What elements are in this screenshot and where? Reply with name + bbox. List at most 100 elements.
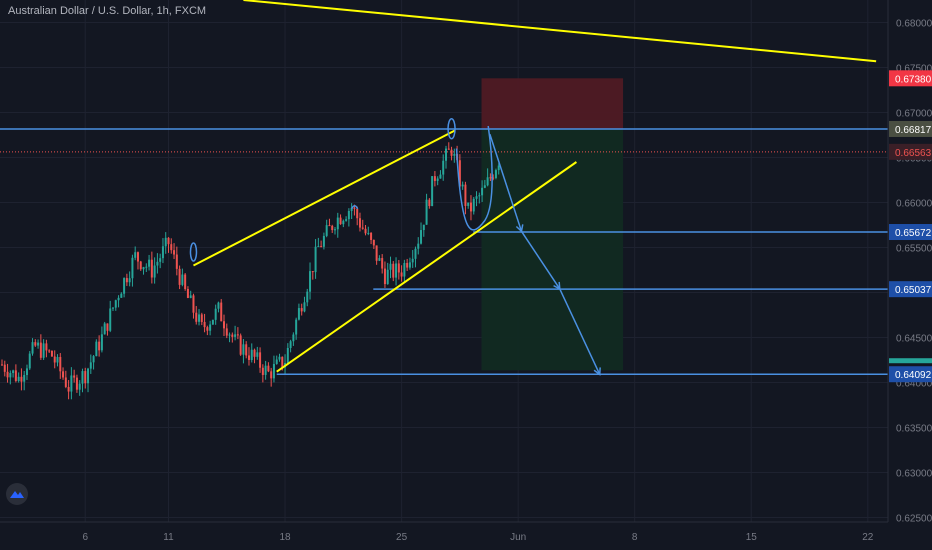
candle-body — [6, 371, 9, 378]
candle-body — [103, 323, 106, 335]
candle-body — [37, 342, 40, 346]
candle-body — [142, 267, 145, 270]
y-tick-label: 0.65500 — [896, 244, 932, 255]
candle-body — [320, 246, 323, 248]
candle-body — [358, 218, 361, 228]
candle-body — [458, 160, 461, 187]
candle-body — [178, 268, 181, 285]
trend-line-1 — [193, 129, 456, 267]
stop-loss-zone — [481, 78, 624, 129]
candle-body — [136, 252, 139, 262]
candle-body — [489, 177, 492, 179]
candle-body — [206, 327, 209, 331]
candle-body — [17, 376, 20, 381]
candle-body — [48, 350, 51, 352]
candle-body — [339, 217, 342, 225]
candle-body — [469, 202, 472, 212]
candle-body — [336, 217, 339, 230]
candle-body — [150, 259, 153, 278]
candle-body — [89, 362, 92, 369]
horizontal-levels — [0, 128, 888, 375]
tradingview-logo-icon[interactable] — [6, 483, 28, 505]
candle-body — [117, 297, 120, 301]
candle-body — [109, 308, 112, 331]
candle-body — [112, 307, 114, 309]
candle-body — [170, 244, 173, 251]
candle-body — [128, 278, 131, 283]
candle-series — [1, 142, 500, 400]
candle-body — [231, 334, 234, 337]
candle-body — [14, 370, 17, 381]
candle-body — [153, 265, 156, 278]
candle-body — [309, 271, 312, 292]
candle-body — [161, 246, 164, 259]
cup-pattern-mark — [455, 125, 493, 231]
swing-circle-3 — [447, 117, 456, 140]
chart-grid — [0, 0, 888, 522]
candle-body — [303, 302, 306, 312]
candle-body — [272, 363, 275, 379]
candle-body — [450, 149, 453, 156]
candle-body — [34, 342, 37, 346]
candle-body — [23, 375, 26, 382]
candle-body — [383, 268, 386, 285]
target-price-tag — [889, 366, 932, 383]
trend-line-3 — [243, 0, 877, 63]
candle-body — [145, 266, 148, 268]
candle-body — [406, 262, 409, 268]
candle-body — [239, 335, 242, 355]
candle-body — [400, 272, 403, 277]
candle-body — [397, 263, 400, 273]
candle-body — [467, 202, 470, 206]
candle-body — [439, 174, 442, 179]
candle-body — [342, 220, 345, 225]
candle-body — [264, 365, 267, 375]
candle-body — [331, 225, 334, 231]
candle-body — [395, 263, 398, 278]
price-axis-background — [888, 0, 932, 550]
candle-body — [73, 375, 76, 378]
candle-body — [64, 377, 67, 387]
candle-body — [62, 371, 65, 378]
candle-body — [431, 176, 434, 207]
candle-body — [350, 207, 353, 211]
candle-body — [228, 334, 231, 336]
candle-body — [314, 246, 317, 273]
candle-body — [159, 258, 162, 262]
candle-body — [42, 343, 45, 358]
candle-body — [211, 319, 214, 325]
candle-body — [417, 243, 420, 249]
candle-body — [200, 314, 203, 322]
candle-body — [289, 341, 292, 348]
x-tick-label: 6 — [82, 532, 88, 543]
candle-body — [442, 160, 445, 175]
candle-body — [306, 291, 309, 303]
candle-body — [275, 359, 278, 364]
candle-body — [192, 295, 195, 313]
x-tick-label: 11 — [163, 532, 174, 543]
candle-body — [464, 184, 467, 206]
candle-body — [297, 308, 300, 320]
candle-body — [353, 207, 356, 209]
y-tick-label: 0.67000 — [896, 109, 932, 120]
candle-body — [125, 278, 128, 283]
candle-body — [372, 239, 375, 246]
candle-body — [278, 356, 281, 360]
candle-body — [414, 248, 417, 259]
candle-body — [422, 224, 425, 231]
candle-body — [345, 219, 348, 221]
x-tick-label: 8 — [632, 532, 638, 543]
candle-body — [123, 278, 126, 294]
candle-body — [39, 342, 42, 358]
candle-body — [322, 235, 325, 247]
position-zones — [481, 78, 624, 371]
trend-drawings — [189, 0, 877, 376]
candle-body — [367, 232, 370, 234]
current-price-label: 0.66563 — [895, 148, 932, 159]
candle-body — [217, 302, 220, 309]
candle-body — [392, 263, 395, 278]
candle-body — [420, 230, 423, 244]
candle-body — [67, 386, 70, 392]
